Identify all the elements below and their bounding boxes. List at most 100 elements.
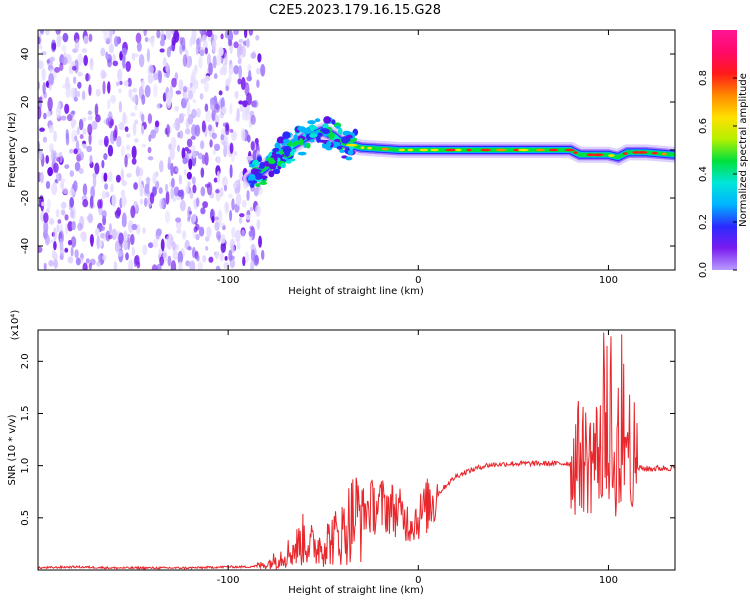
noise-speckle	[74, 135, 78, 142]
noise-speckle	[158, 187, 163, 194]
noise-speckle	[200, 78, 207, 84]
noise-speckle	[250, 259, 255, 270]
noise-speckle	[255, 204, 261, 217]
noise-speckle	[147, 242, 154, 249]
noise-speckle	[42, 82, 46, 95]
noise-speckle	[108, 171, 113, 182]
noise-speckle	[195, 223, 200, 231]
noise-speckle	[152, 172, 157, 185]
noise-speckle	[45, 180, 51, 190]
noise-speckle	[248, 230, 254, 237]
ridge-blob	[285, 160, 292, 164]
noise-speckle	[103, 153, 108, 160]
ridge-blob	[272, 150, 277, 157]
noise-speckle	[60, 209, 66, 216]
noise-speckle	[79, 134, 84, 140]
colorbar-tick-label: 0.8	[698, 70, 709, 86]
noise-speckle	[238, 64, 243, 79]
ridge-blob	[326, 140, 332, 147]
ridge-blob	[322, 128, 331, 134]
noise-speckle	[141, 125, 145, 135]
noise-speckle	[38, 96, 43, 103]
noise-speckle	[87, 123, 93, 136]
noise-speckle	[69, 111, 75, 118]
noise-speckle	[83, 35, 89, 45]
ridge-blob	[260, 175, 268, 180]
noise-speckle	[134, 119, 139, 125]
noise-speckle	[118, 101, 123, 113]
noise-speckle	[228, 74, 232, 83]
noise-speckle	[48, 72, 55, 86]
noise-speckle	[57, 100, 61, 115]
noise-speckle	[87, 115, 93, 121]
noise-speckle	[246, 76, 253, 82]
noise-speckle	[111, 228, 117, 240]
noise-speckle	[255, 34, 260, 41]
noise-speckle	[117, 250, 123, 257]
noise-speckle	[101, 159, 105, 169]
noise-speckle	[216, 230, 221, 240]
noise-speckle	[63, 51, 67, 58]
colorbar-tick-label: 0.6	[698, 118, 709, 134]
noise-speckle	[72, 48, 77, 53]
noise-speckle	[229, 209, 233, 222]
noise-speckle	[83, 54, 88, 66]
snr-series-line	[38, 332, 675, 570]
noise-speckle	[250, 52, 257, 59]
noise-speckle	[70, 87, 76, 99]
noise-speckle	[110, 118, 115, 127]
ridge-blob	[310, 124, 315, 132]
noise-speckle	[32, 57, 37, 67]
noise-speckle	[149, 192, 155, 205]
noise-speckle	[123, 80, 129, 87]
noise-speckle	[123, 240, 129, 251]
noise-speckle	[242, 100, 248, 108]
noise-speckle	[43, 112, 47, 120]
ridge-hotspot	[517, 148, 529, 152]
ridge-blob	[248, 173, 256, 181]
noise-speckle	[192, 213, 197, 223]
noise-speckle	[176, 144, 181, 152]
noise-speckle	[87, 110, 93, 116]
noise-speckle	[102, 254, 107, 261]
noise-speckle	[167, 156, 171, 170]
noise-speckle	[182, 157, 188, 165]
noise-speckle	[186, 101, 191, 116]
noise-speckle	[235, 229, 241, 243]
noise-speckle	[218, 90, 223, 96]
noise-speckle	[233, 65, 240, 75]
noise-speckle	[173, 30, 180, 43]
noise-speckle	[110, 94, 117, 104]
noise-speckle	[140, 79, 145, 88]
noise-speckle	[46, 111, 51, 118]
noise-speckle	[215, 265, 221, 270]
noise-speckle	[124, 154, 128, 168]
noise-speckle	[224, 255, 228, 261]
noise-speckle	[233, 41, 239, 49]
noise-speckle	[187, 206, 192, 220]
noise-speckle	[192, 184, 197, 194]
noise-speckle	[59, 62, 64, 72]
noise-speckle	[46, 198, 51, 209]
noise-speckle	[208, 256, 214, 263]
noise-speckle	[175, 90, 182, 95]
noise-speckle	[179, 44, 183, 55]
noise-speckle	[178, 174, 183, 185]
noise-speckle	[182, 54, 188, 67]
noise-speckle	[254, 138, 259, 144]
noise-speckle	[189, 190, 194, 199]
noise-speckle	[170, 30, 175, 35]
noise-speckle	[125, 252, 129, 261]
ridge-hotspot	[398, 148, 406, 152]
noise-speckle	[56, 34, 62, 48]
noise-speckle	[88, 132, 92, 145]
noise-speckle	[116, 135, 122, 147]
noise-speckle	[224, 30, 228, 39]
noise-speckle	[41, 68, 46, 81]
noise-speckle	[215, 189, 220, 194]
noise-speckle	[126, 173, 132, 178]
noise-speckle	[177, 250, 183, 265]
noise-speckle	[59, 241, 64, 251]
noise-speckle	[232, 183, 237, 189]
noise-speckle	[211, 39, 217, 53]
